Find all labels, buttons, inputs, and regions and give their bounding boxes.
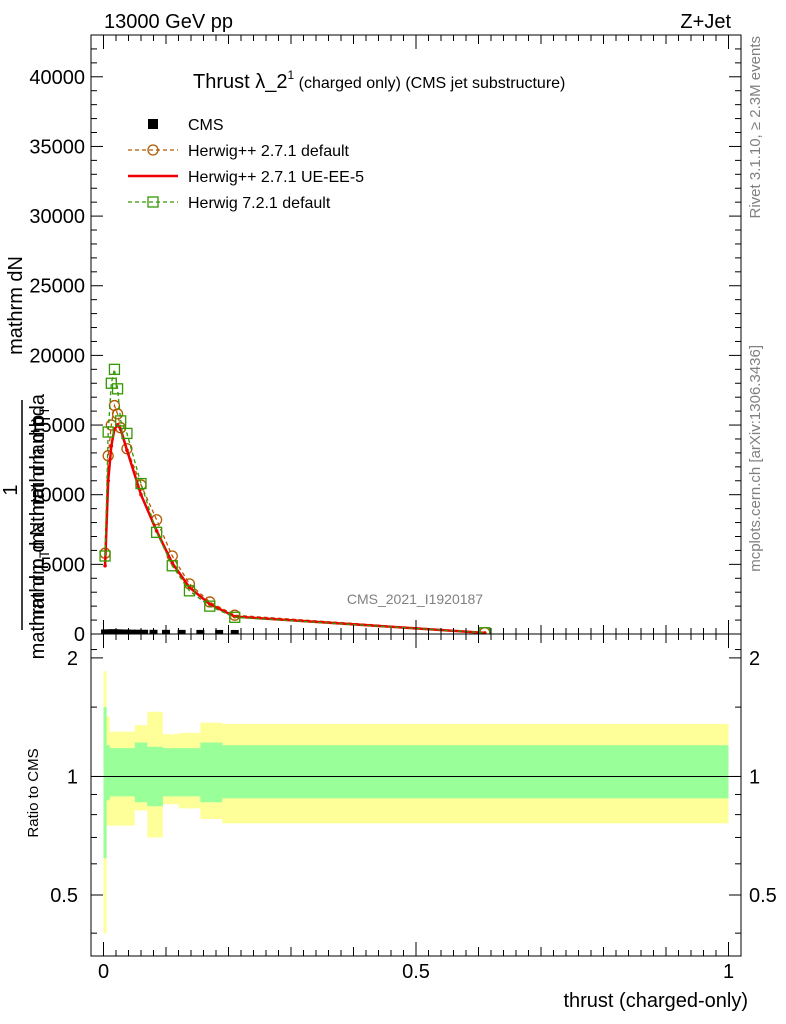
data-point-herwig7-default — [111, 383, 124, 395]
ratio-y-tick-label-right: 0.5 — [749, 885, 777, 907]
y-label-line-3: mathrm d N mathrm d pT — [27, 406, 52, 626]
data-point-herwigpp-ueee5 — [139, 492, 143, 497]
data-point-herwigpp-ueee5 — [109, 444, 114, 448]
data-point-cms — [177, 629, 186, 634]
data-point-cms — [140, 629, 149, 634]
ratio-y-axis-label: Ratio to CMS — [25, 748, 42, 837]
ratio-y-tick-label: 0.5 — [50, 885, 78, 907]
legend-label-herwigpp-default: Herwig++ 2.7.1 default — [188, 143, 350, 160]
data-point-cms — [196, 629, 205, 634]
legend-entry-cms: CMS — [148, 117, 224, 134]
ratio-inner-band — [103, 707, 729, 859]
ratio-y-tick-label: 1 — [67, 766, 78, 788]
data-point-cms — [122, 629, 131, 634]
data-point-herwig7-default — [150, 526, 163, 538]
data-point-herwigpp-ueee5 — [125, 448, 129, 452]
mcplots-label: mcplots.cern.ch [arXiv:1306.3436] — [747, 345, 764, 572]
data-point-herwig7-default — [121, 427, 133, 440]
legend-entry-herwigpp-ueee5: Herwig++ 2.7.1 UE-EE-5 — [128, 169, 364, 186]
legend-entry-herwigpp-default: Herwig++ 2.7.1 default — [128, 143, 350, 160]
main-y-tick-label: 5000 — [41, 554, 86, 576]
ratio-y-tick-label-right: 1 — [749, 766, 760, 788]
ratio-y-tick-label: 2 — [67, 648, 78, 670]
axes: 0 5000 10000 15000 20000 25000 30000 35000 40000… — [29, 34, 777, 983]
x-tick-label: 1 — [723, 961, 734, 983]
y-label-line-1: mathrm dN — [5, 256, 27, 355]
data-point-cms — [230, 629, 239, 634]
data-point-herwigpp-ueee5 — [207, 602, 212, 606]
data-point-cms — [127, 629, 136, 634]
main-y-axis-label: mathrm dN mathrm d pTmathrm d lambda 1 m… — [0, 256, 52, 659]
data-point-herwigpp-ueee5 — [106, 478, 110, 483]
data-point-herwig7-default — [166, 560, 178, 572]
x-tick-label: 0.5 — [402, 961, 430, 983]
process-label: Z+Jet — [680, 11, 731, 33]
data-point-herwig7-default — [99, 550, 111, 562]
data-point-herwig7-default — [135, 477, 147, 490]
main-y-tick-label: 30000 — [29, 206, 85, 228]
data-point-herwig7-default — [229, 611, 241, 623]
data-point-herwig7-default — [183, 585, 196, 597]
legend-entry-herwig7-default: Herwig 7.2.1 default — [128, 195, 331, 212]
data-point-herwig7-default — [479, 627, 491, 634]
legend-label-cms: CMS — [188, 117, 224, 134]
legend-marker-herwig7-default — [147, 196, 159, 208]
ratio-y-tick-label-right: 2 — [749, 648, 760, 670]
ratio-bands — [91, 671, 741, 934]
main-y-tick-label: 0 — [74, 624, 85, 646]
data-point-cms — [133, 629, 142, 634]
data-point-herwig7-default — [115, 415, 127, 427]
data-point-herwig7-default — [102, 426, 114, 438]
main-y-tick-label: 20000 — [29, 345, 85, 367]
data-point-herwigpp-ueee5 — [482, 631, 487, 634]
main-y-tick-label: 35000 — [29, 136, 85, 158]
legend-label-herwig7-default: Herwig 7.2.1 default — [188, 195, 331, 212]
data-point-herwig7-default — [204, 600, 216, 612]
x-axis-label: thrust (charged-only) — [563, 990, 748, 1012]
main-y-tick-label: 10000 — [29, 485, 85, 507]
y-label-line-2: mathrm d pTmathrm d lambda — [27, 393, 52, 659]
data-point-herwig7-default — [108, 363, 121, 375]
legend: CMS Herwig++ 2.7.1 default Herwig++ 2.7.… — [128, 117, 364, 212]
data-point-herwigpp-ueee5 — [170, 561, 175, 565]
data-point-herwigpp-default — [111, 408, 124, 420]
main-y-tick-label: 40000 — [29, 67, 85, 89]
ratio-outer-band — [103, 671, 729, 934]
data-point-herwigpp-ueee5 — [103, 563, 107, 568]
y-label-one: 1 — [0, 484, 22, 495]
x-tick-label: 0 — [98, 961, 109, 983]
main-y-tick-label: 25000 — [29, 276, 85, 298]
legend-marker-herwigpp-default — [147, 144, 159, 156]
main-y-tick-label: 15000 — [29, 415, 85, 437]
watermark: CMS_2021_I1920187 — [347, 591, 483, 607]
data-point-cms — [215, 629, 224, 634]
legend-marker-cms — [148, 119, 158, 129]
series-line-herwig7-default — [104, 369, 485, 634]
energy-label: 13000 GeV pp — [104, 11, 233, 33]
rivet-version-label: Rivet 3.1.10, ≥ 2.3M events — [747, 36, 764, 219]
legend-label-herwigpp-ueee5: Herwig++ 2.7.1 UE-EE-5 — [188, 169, 364, 186]
chart-title: Thrust λ_21 (charged only) (CMS jet subs… — [193, 68, 565, 93]
